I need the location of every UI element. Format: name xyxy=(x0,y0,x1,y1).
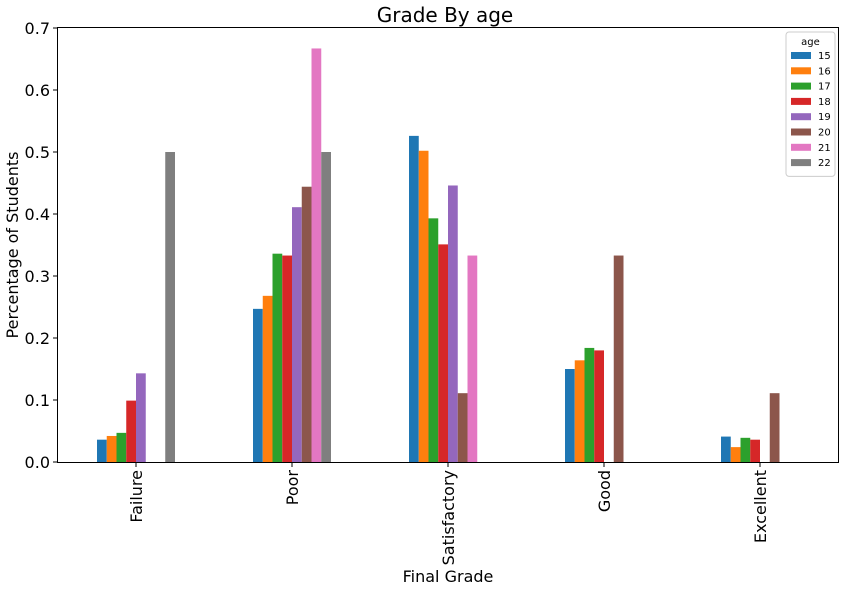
bar-good-age-20 xyxy=(613,255,624,462)
bar-poor-age-17 xyxy=(272,253,283,462)
bar-satisfactory-age-19 xyxy=(448,185,458,463)
legend-label-19: 19 xyxy=(818,112,831,123)
bar-poor-age-18 xyxy=(282,255,292,462)
bar-excellent-age-17 xyxy=(740,437,751,462)
legend-swatch-19 xyxy=(791,113,811,121)
y-tick-label: 0.4 xyxy=(25,205,50,224)
y-tick-label: 0.2 xyxy=(25,329,50,348)
x-tick-label-good: Good xyxy=(595,470,614,512)
y-tick-label: 0.6 xyxy=(25,81,50,100)
legend-label-21: 21 xyxy=(818,143,831,154)
x-axis: Failure Poor Satisfactory Good Excellent xyxy=(127,462,770,565)
legend-label-17: 17 xyxy=(818,82,831,93)
bar-satisfactory-age-15 xyxy=(409,135,419,462)
bar-satisfactory-age-17 xyxy=(428,218,439,462)
bar-excellent-age-15 xyxy=(721,436,731,462)
bar-poor-age-15 xyxy=(253,308,263,462)
legend-label-22: 22 xyxy=(818,158,831,169)
bar-failure-age-17 xyxy=(116,432,127,462)
bar-good-age-17 xyxy=(584,347,595,462)
y-tick-label: 0.0 xyxy=(25,453,50,472)
bar-failure-age-18 xyxy=(126,400,136,462)
y-axis: 0.0 0.1 0.2 0.3 0.4 0.5 0.6 0.7 xyxy=(25,19,58,472)
legend-label-15: 15 xyxy=(818,51,831,62)
x-axis-label: Final Grade xyxy=(403,567,494,586)
y-tick-label: 0.7 xyxy=(25,19,50,38)
legend-label-16: 16 xyxy=(818,66,831,77)
bar-good-age-18 xyxy=(594,350,604,462)
bar-failure-age-19 xyxy=(136,373,146,462)
bar-poor-age-21 xyxy=(311,48,322,463)
legend-title: age xyxy=(801,37,820,48)
chart-title: Grade By age xyxy=(377,3,514,27)
x-tick-label-excellent: Excellent xyxy=(751,470,770,543)
bars-layer xyxy=(97,48,780,463)
legend-swatch-21 xyxy=(791,143,811,151)
bar-satisfactory-age-21 xyxy=(467,255,478,462)
legend-label-18: 18 xyxy=(818,97,831,108)
legend-swatch-15 xyxy=(791,52,811,59)
y-tick-label: 0.1 xyxy=(25,391,50,410)
legend: age 15 16 17 18 19 20 21 22 xyxy=(785,31,836,177)
bar-excellent-age-16 xyxy=(730,447,741,462)
bar-failure-age-15 xyxy=(97,439,107,462)
bar-good-age-16 xyxy=(574,360,585,462)
bar-satisfactory-age-16 xyxy=(418,150,429,462)
bar-poor-age-22 xyxy=(321,152,331,462)
x-tick-label-poor: Poor xyxy=(283,470,302,506)
y-tick-label: 0.5 xyxy=(25,143,50,162)
y-tick-label: 0.3 xyxy=(25,267,50,286)
legend-swatch-16 xyxy=(791,67,811,75)
bar-good-age-15 xyxy=(565,369,575,462)
bar-satisfactory-age-20 xyxy=(457,393,468,462)
y-axis-label: Percentage of Students xyxy=(3,152,22,339)
bar-failure-age-16 xyxy=(106,435,117,462)
bar-poor-age-20 xyxy=(301,186,312,462)
bar-poor-age-19 xyxy=(292,207,302,462)
legend-swatch-22 xyxy=(791,159,811,167)
bar-excellent-age-18 xyxy=(750,439,760,462)
legend-swatch-18 xyxy=(791,97,811,105)
bar-poor-age-16 xyxy=(262,295,273,462)
legend-swatch-17 xyxy=(791,82,811,90)
x-tick-label-failure: Failure xyxy=(127,470,146,523)
bar-failure-age-22 xyxy=(165,152,175,462)
bar-excellent-age-20 xyxy=(769,393,780,462)
x-tick-label-satisfactory: Satisfactory xyxy=(439,470,458,565)
bar-satisfactory-age-18 xyxy=(438,244,448,462)
legend-label-20: 20 xyxy=(818,128,831,139)
legend-swatch-20 xyxy=(791,128,811,136)
